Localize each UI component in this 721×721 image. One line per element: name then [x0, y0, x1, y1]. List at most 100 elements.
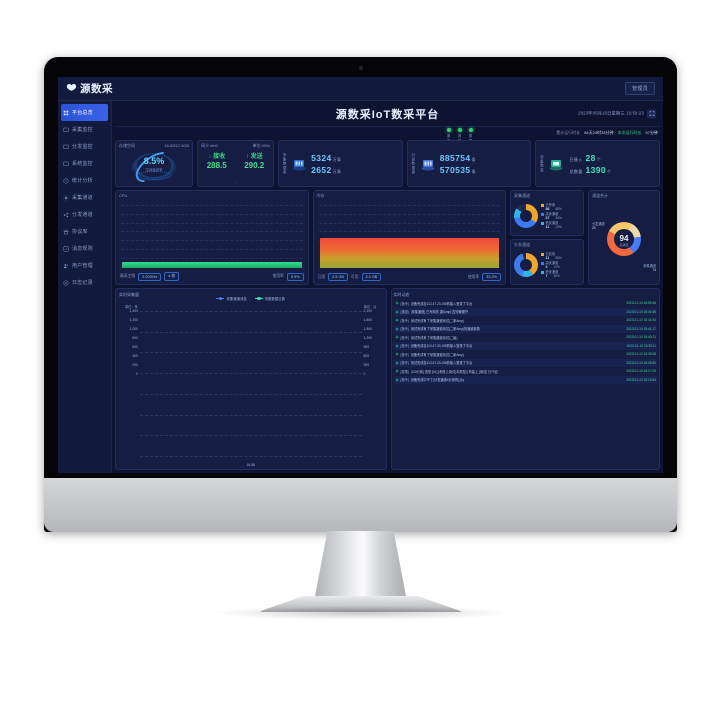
event-time: 2023-01-10 15:41:56 — [626, 309, 656, 314]
sidebar-item-label: 采集监控 — [72, 127, 93, 133]
legend-label: 低优通道 — [545, 270, 559, 274]
legend-item-data-points[interactable]: 采集数据点数 — [254, 296, 285, 301]
sidebar-item-message-rule[interactable]: 消息规则 — [58, 240, 111, 257]
sidebar-item-log-record[interactable]: 日志记录 — [58, 274, 111, 291]
legend-item: 低优通道 11 13% — [541, 221, 581, 229]
list-item[interactable]: [指令] 测试完成自113.47.23.198的接入登录了平台 2023-01-… — [393, 358, 657, 367]
legend-pct: 35% — [553, 274, 560, 278]
legend-label: 高优通道 — [545, 261, 559, 265]
plus-icon — [395, 335, 398, 339]
event-time: 2023-01-10 15:39:08 — [626, 352, 656, 357]
sidebar-item-statistics[interactable]: 统计分析 — [58, 172, 111, 189]
sidebar-item-collect-monitor[interactable]: 采集监控 — [58, 121, 111, 138]
event-time: 2023-01-10 16:59:46 — [626, 301, 656, 306]
device-count-card: 设备数量 已接入 28个 总数量 1390个 — [535, 140, 661, 187]
library-icon — [63, 228, 69, 234]
event-time: 2023-01-10 15:15:54 — [626, 377, 656, 382]
status-dot-icon — [447, 128, 451, 132]
sidebar-item-dispatch-monitor[interactable]: 分发监控 — [58, 138, 111, 155]
brand-logo: 源数采 — [66, 81, 113, 96]
event-tag: [指令] — [400, 378, 409, 383]
collect-volume-values: 5324万条 2652万条 — [311, 153, 341, 175]
sidebar-item-label: 日志记录 — [72, 280, 93, 286]
sidebar-item-system-monitor[interactable]: 系统监控 — [58, 155, 111, 172]
memory-area-series — [319, 238, 499, 268]
cpu-spec-label: 最高主频 — [120, 274, 136, 278]
legend-value: 7 — [545, 274, 548, 278]
y-tick: 400 — [132, 354, 138, 358]
sidebar-item-protocol-library[interactable]: 协议库 — [58, 223, 111, 240]
dashboard-content: 源数采IoT数采平台 2023年05月10日星期三 16:59:23 累计运行时… — [112, 101, 663, 473]
event-message: 测试完成有了采集通道测试(二新Amp)的通道参数 — [410, 327, 480, 332]
network-title: 网卡 eth0 — [201, 143, 218, 148]
status-dot-icon — [458, 128, 462, 132]
legend-swatch — [541, 222, 544, 225]
sidebar-item-dispatch-channel[interactable]: 分发通道 — [58, 206, 111, 223]
donut-column: 采集通道 已停用 56 68% — [510, 190, 584, 285]
storage-percent: 8.5% — [143, 155, 165, 166]
sidebar-item-user-management[interactable]: 用户管理 — [58, 257, 111, 274]
legend-pct: 55% — [555, 256, 562, 260]
storage-card: 存储空间 16.6/512.4GB 8.5% 空间使用率 — [115, 140, 193, 188]
list-item[interactable]: [指令] 设备完成自113.47.23.198的接入登录了平台 2023-01-… — [394, 299, 658, 308]
memory-used-value: 2.5 GB — [328, 273, 348, 281]
legend-item-channel-msg[interactable]: 采集通道消息 — [216, 296, 247, 301]
memory-usage-label: 使用率 — [467, 274, 480, 279]
runtime-ribbon: 累计运行时长 64天23时33分钟 本次运行时长 57分钟 — [115, 127, 660, 138]
y2-tick: 300 — [363, 363, 370, 367]
database-cube-icon — [292, 159, 306, 170]
sidebar-item-platform-overview[interactable]: 平台总览 — [61, 104, 108, 121]
legend-value: 56 — [545, 207, 550, 211]
sidebar-item-label: 消息规则 — [72, 246, 93, 252]
total-runtime-value: 64天23时33分钟 — [584, 129, 614, 135]
device-count-values: 已接入 28个 总数量 1390个 — [568, 153, 611, 175]
sidebar-item-label: 协议库 — [72, 229, 88, 235]
y2-tick: 1,200 — [363, 336, 373, 340]
y-tick: 1,000 — [129, 327, 139, 331]
network-up-label: ↑ 发送 — [245, 154, 263, 160]
cpu-usage-label: 使用率 — [272, 274, 284, 278]
y2-tick: 600 — [363, 354, 370, 358]
event-message: 测试完成有了采集通道测试(二新Amp) — [410, 318, 464, 323]
list-item[interactable]: [指令] 测试完成有了采集通道测试(二级) 2023-01-10 15:40:2… — [394, 333, 658, 342]
cpu-usage-value: 9.9% — [286, 272, 304, 281]
page-header: 源数采IoT数采平台 2023年05月10日星期三 16:59:23 — [115, 101, 660, 127]
list-item[interactable]: [指令] 设备完成有了采集通道测试(二新Amp) 2023-01-10 15:3… — [394, 350, 658, 359]
cpu-cores-value: 4 核 — [164, 272, 180, 281]
dispatch-donut-legend: 已启用 11 55% 高优通道 2 14% — [541, 252, 581, 278]
dispatch-donut-chart — [514, 253, 538, 277]
y2-tick: 1,800 — [363, 318, 373, 322]
list-item[interactable]: [指令] 测试完成有了采集通道测试(二新Amp)的通道参数 2023-01-10… — [393, 324, 657, 333]
legend-value: 11 — [545, 225, 550, 229]
line-chart-plot — [140, 311, 362, 457]
realtime-events-card: 实时动态 [指令] 设备完成自113.47.23.198的接入登录了平台 202… — [390, 288, 660, 470]
event-tag: [指令] — [400, 327, 409, 332]
monitor-neck — [314, 531, 407, 599]
event-message: 设备完成自113.47.23.198的接入登录了平台 — [410, 344, 473, 349]
session-runtime-value: 57分钟 — [645, 129, 658, 135]
log-icon — [63, 280, 69, 285]
total-donut-wrap: 94 总通道 — [607, 222, 641, 257]
plus-icon — [395, 301, 398, 305]
share-icon — [63, 212, 69, 217]
legend-value: 2 — [545, 265, 548, 269]
plus-icon — [395, 352, 398, 356]
list-item[interactable]: [指令] 设备完成自113.47.23.198的接入登录了平台 2023-01-… — [393, 341, 657, 350]
sidebar-item-collect-channel[interactable]: 采集通道 — [58, 189, 111, 206]
event-tag: [权限] — [400, 369, 409, 374]
list-item[interactable]: [权限] [113分钟] 类型 [01] [考核上测试(本类型)] 构建上 [测… — [394, 367, 658, 376]
list-item[interactable]: [通道] [采集通道] 已写网关 [新Amp] 告知管理开 2023-01-10… — [393, 307, 657, 316]
left-axis-unit: 单位：条 — [125, 305, 138, 309]
list-item[interactable]: [指令] 测试完成有了采集通道测试(二新Amp) 2023-01-10 15:4… — [394, 316, 658, 325]
legend-label: 已启用 — [545, 252, 556, 256]
event-time: 2023-01-10 15:40:21 — [626, 335, 656, 340]
event-tag: [指令] — [400, 335, 409, 340]
legend-pct: 13% — [555, 225, 562, 229]
network-down: ↓ 接收 288.5 — [207, 151, 227, 186]
dispatch-line-2: 570535条 — [439, 164, 476, 175]
list-item[interactable]: [指令] 设备完成中不了(分发通道4分钟的)点q 2023-01-10 15:1… — [393, 375, 657, 384]
y-tick: 1,400 — [129, 309, 139, 313]
event-tag: [指令] — [400, 352, 409, 357]
fullscreen-icon[interactable] — [647, 109, 656, 118]
admin-button[interactable]: 管理员 — [625, 82, 655, 95]
